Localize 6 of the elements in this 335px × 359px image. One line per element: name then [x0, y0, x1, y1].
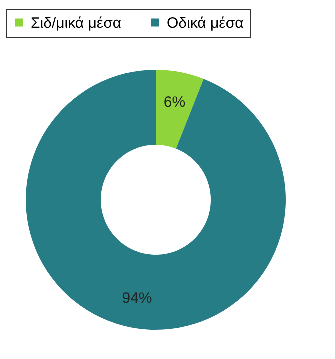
- data-label: 94%: [122, 290, 152, 308]
- donut-slice: [26, 70, 286, 330]
- donut-slice: [156, 70, 204, 149]
- legend-label: Οδικά μέσα: [167, 14, 244, 32]
- data-label: 6%: [164, 94, 186, 111]
- legend-label: Σιδ/μικά μέσα: [31, 14, 122, 32]
